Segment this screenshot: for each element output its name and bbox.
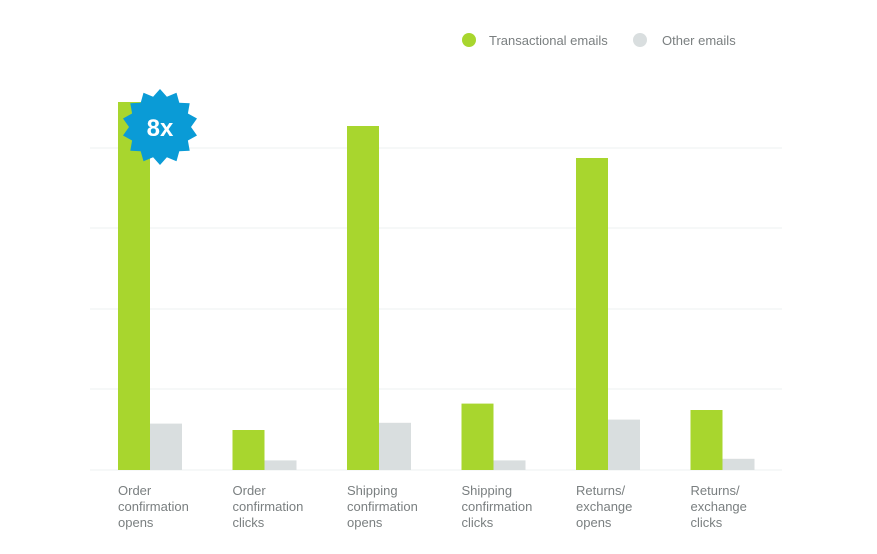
legend-label-transactional: Transactional emails	[489, 33, 608, 48]
bar-transactional-4	[576, 158, 608, 470]
legend-label-other: Other emails	[662, 33, 736, 48]
bar-other-0	[150, 423, 182, 470]
bar-transactional-3	[461, 403, 494, 470]
bar-transactional-5	[690, 410, 723, 470]
x-tick-label-1: Order confirmation clicks	[233, 483, 304, 530]
legend-swatch-transactional	[462, 33, 476, 47]
legend-swatch-other	[633, 33, 647, 47]
multiplier-badge: 8x	[123, 89, 197, 165]
legend: Transactional emails Other emails	[462, 33, 736, 48]
x-tick-label-0: Order confirmation opens	[118, 483, 189, 530]
starburst-icon	[123, 89, 197, 165]
x-axis-labels: Order confirmation opens Order confirmation c…	[118, 483, 747, 530]
x-tick-label-4: Returns/exchange opens	[576, 483, 632, 530]
bar-other-1	[264, 460, 297, 470]
x-tick-label-3: Shipping confirmation clicks	[462, 483, 533, 530]
bar-other-2	[379, 422, 411, 470]
gridlines	[90, 147, 782, 471]
bars	[118, 102, 755, 470]
bar-transactional-0	[118, 102, 150, 470]
bar-transactional-2	[347, 126, 379, 470]
x-tick-label-2: Shipping confirmation opens	[347, 483, 418, 530]
bar-other-4	[608, 419, 640, 470]
bar-other-3	[493, 460, 526, 470]
bar-other-5	[722, 458, 755, 470]
multiplier-badge-label: 8x	[147, 115, 174, 142]
bar-transactional-1	[232, 430, 265, 470]
x-tick-label-5: Returns/exchange clicks	[691, 483, 747, 530]
